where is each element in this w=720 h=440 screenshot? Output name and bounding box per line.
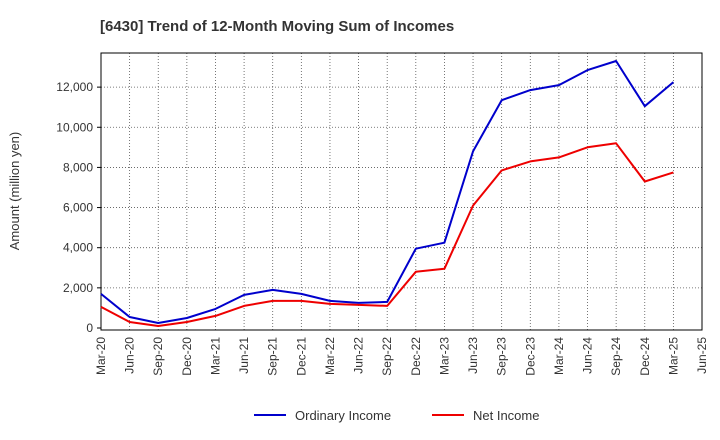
- series-line-ordinary-income: [100, 60, 675, 324]
- x-tick-label: Jun-25: [695, 337, 709, 374]
- y-axis-ticks: 0 2,000 4,000 6,000 8,000 10,000 12,000: [56, 80, 93, 335]
- x-tick-label: Mar-23: [437, 337, 451, 375]
- x-tick-label: Mar-25: [666, 337, 680, 375]
- x-tick-label: Mar-22: [323, 337, 337, 375]
- series-line-net-income: [100, 142, 674, 327]
- y-tick-label: 8,000: [63, 160, 93, 174]
- x-tick-label: Sep-23: [495, 337, 509, 376]
- axes: [97, 52, 703, 331]
- legend-label-ordinary-income: Ordinary Income: [295, 408, 391, 423]
- x-tick-label: Sep-22: [380, 337, 394, 376]
- x-tick-label: Dec-21: [294, 337, 308, 376]
- plot-grid: [101, 53, 702, 330]
- y-tick-label: 10,000: [56, 120, 93, 134]
- x-tick-label: Sep-20: [151, 337, 165, 376]
- y-tick-label: 6,000: [63, 201, 93, 215]
- legend: Ordinary Income Net Income: [254, 408, 539, 423]
- x-tick-label: Dec-22: [409, 337, 423, 376]
- x-tick-label: Dec-23: [523, 337, 537, 376]
- x-tick-label: Jun-24: [581, 337, 595, 374]
- chart-title: [6430] Trend of 12-Month Moving Sum of I…: [100, 18, 454, 35]
- x-tick-label: Mar-20: [94, 337, 108, 375]
- x-tick-label: Jun-22: [352, 337, 366, 374]
- y-tick-label: 4,000: [63, 241, 93, 255]
- x-tick-label: Sep-24: [609, 337, 623, 376]
- x-tick-label: Jun-23: [466, 337, 480, 374]
- y-tick-label: 0: [86, 321, 93, 335]
- legend-label-net-income: Net Income: [473, 408, 539, 423]
- x-tick-label: Mar-24: [552, 337, 566, 375]
- y-tick-label: 2,000: [63, 281, 93, 295]
- x-tick-label: Mar-21: [208, 337, 222, 375]
- y-axis-label: Amount (million yen): [7, 132, 22, 251]
- x-tick-label: Jun-20: [123, 337, 137, 374]
- x-tick-label: Sep-21: [266, 337, 280, 376]
- x-tick-label: Dec-20: [180, 337, 194, 376]
- x-tick-label: Dec-24: [638, 337, 652, 376]
- plot-border: [100, 52, 703, 331]
- series-layer: [100, 60, 675, 327]
- x-tick-label: Jun-21: [237, 337, 251, 374]
- x-axis-ticks: Mar-20 Jun-20 Sep-20 Dec-20 Mar-21 Jun-21 Sep-…: [94, 337, 709, 376]
- y-tick-label: 12,000: [56, 80, 93, 94]
